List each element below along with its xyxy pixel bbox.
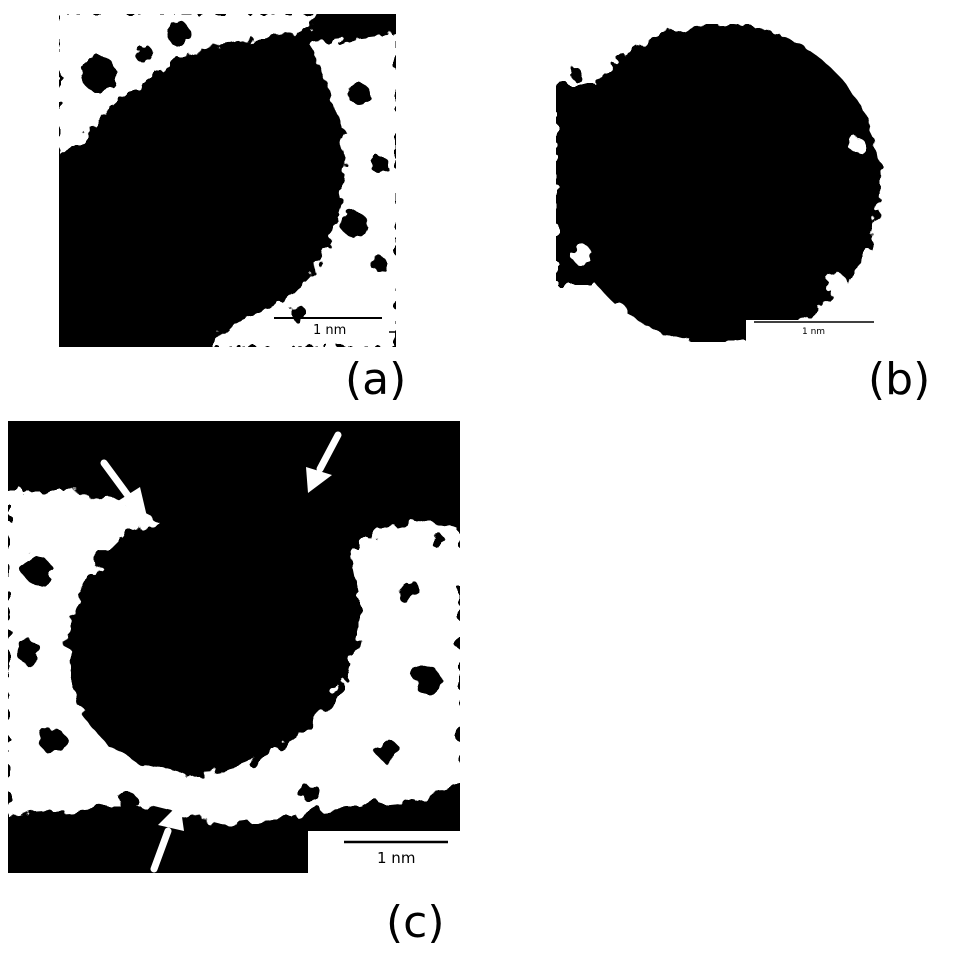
scale-bar-label: 1 nm: [802, 327, 826, 337]
panel-label-b: (b): [868, 354, 931, 405]
micrograph-panel-b: 1 nm: [556, 24, 886, 342]
micrograph-panel-c: 1 nm: [8, 421, 460, 873]
scale-bar-label: 1 nm: [313, 323, 347, 338]
arrow-bottom: [150, 803, 184, 873]
panel-label-c: (c): [386, 897, 445, 948]
arrow-group: [100, 431, 342, 873]
scale-bar-label: 1 nm: [377, 849, 416, 867]
micrograph-panel-a: 1 nm: [59, 14, 396, 347]
arrow-right-top: [306, 431, 342, 493]
panel-label-a: (a): [345, 354, 407, 405]
arrow-left-top: [100, 459, 148, 521]
